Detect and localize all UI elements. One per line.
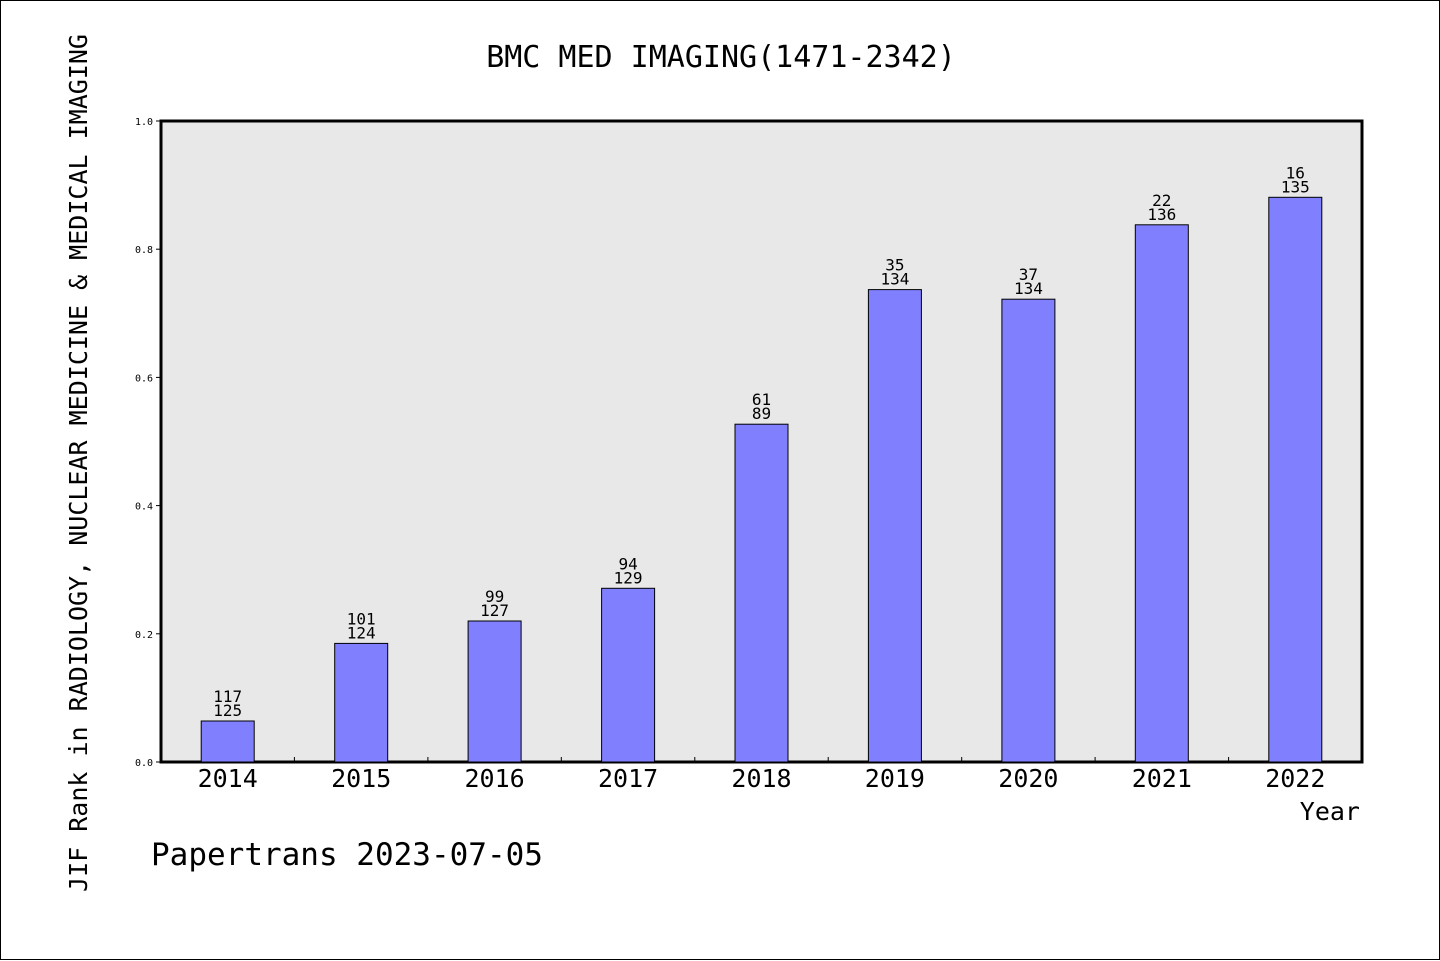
y-tick-label: 0.8 bbox=[135, 245, 153, 256]
x-tick-label: 2019 bbox=[865, 764, 925, 793]
y-tick-label: 0.4 bbox=[135, 502, 153, 513]
total-label: 134 bbox=[880, 270, 909, 289]
x-tick-label: 2020 bbox=[998, 764, 1058, 793]
bar-2019 bbox=[867, 289, 922, 763]
x-tick-label: 2022 bbox=[1265, 764, 1325, 793]
bar-2021 bbox=[1134, 224, 1189, 763]
total-label: 127 bbox=[480, 601, 509, 620]
y-axis-label: JIF Rank in RADIOLOGY, NUCLEAR MEDICINE … bbox=[64, 34, 93, 892]
y-tick-label: 1.0 bbox=[135, 117, 153, 128]
total-label: 134 bbox=[1014, 279, 1043, 298]
rank-label: 16 bbox=[1286, 163, 1305, 182]
bar-2017 bbox=[601, 587, 656, 763]
total-label: 89 bbox=[752, 404, 771, 423]
rank-label: 94 bbox=[618, 554, 637, 573]
total-label: 124 bbox=[347, 623, 376, 642]
bar-2015 bbox=[334, 642, 389, 763]
chart-title: BMC MED IMAGING(1471-2342) bbox=[486, 40, 956, 75]
x-tick-label: 2016 bbox=[464, 764, 524, 793]
x-axis-label: Year bbox=[1300, 797, 1360, 826]
y-tick-label: 0.0 bbox=[135, 758, 153, 769]
bars-group bbox=[200, 196, 1323, 763]
bar-2020 bbox=[1001, 298, 1056, 763]
bar-2016 bbox=[467, 620, 522, 763]
bar-2014 bbox=[200, 720, 255, 763]
x-tick-label: 2015 bbox=[331, 764, 391, 793]
ticks-group: 2014 2015 2016 2017 2018 2019 2020 2021 2022 0.0 0… bbox=[135, 117, 1325, 793]
rank-label: 117 bbox=[213, 687, 242, 706]
rank-label: 22 bbox=[1152, 191, 1171, 210]
total-label: 136 bbox=[1147, 205, 1176, 224]
rank-label: 101 bbox=[347, 609, 376, 628]
bar-2018 bbox=[734, 423, 789, 763]
rank-label: 35 bbox=[885, 256, 904, 275]
total-label: 135 bbox=[1281, 177, 1310, 196]
bar-2022 bbox=[1268, 196, 1323, 763]
rank-label: 37 bbox=[1019, 265, 1038, 284]
rank-label: 61 bbox=[752, 390, 771, 409]
y-tick-label: 0.2 bbox=[135, 630, 153, 641]
total-label: 125 bbox=[213, 701, 242, 720]
total-label: 129 bbox=[614, 568, 643, 587]
x-tick-label: 2018 bbox=[731, 764, 791, 793]
y-tick-label: 0.6 bbox=[135, 373, 153, 384]
rank-label: 99 bbox=[485, 587, 504, 606]
x-tick-label: 2017 bbox=[598, 764, 658, 793]
x-tick-label: 2021 bbox=[1132, 764, 1192, 793]
credit-text: Papertrans 2023-07-05 bbox=[151, 837, 543, 873]
x-tick-label: 2014 bbox=[198, 764, 258, 793]
